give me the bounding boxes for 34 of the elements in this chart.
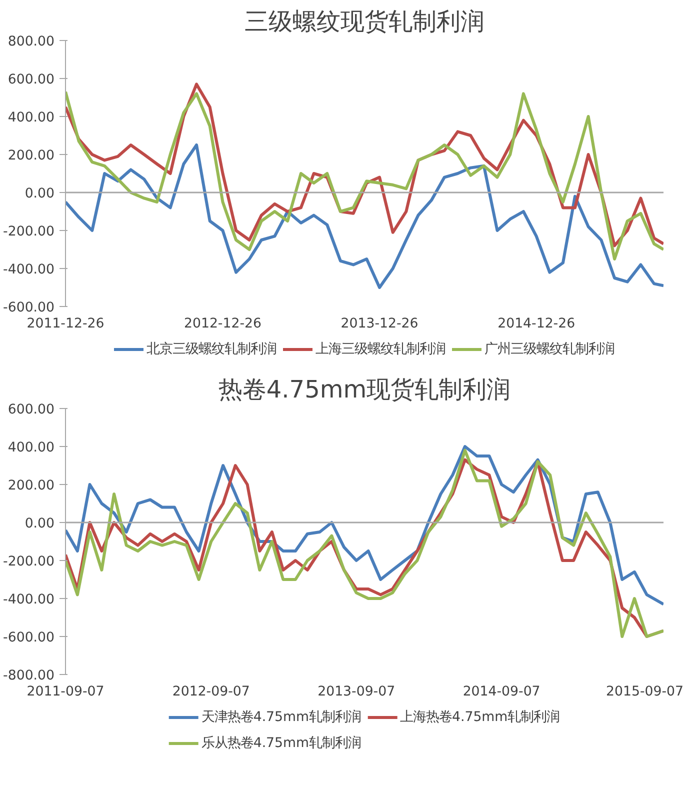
y-tick-label: 600.00 <box>8 72 55 88</box>
legend-label: 上海热卷4.75mm轧制利润 <box>400 708 560 726</box>
legend-label: 广州三级螺纹轧制利润 <box>484 340 614 358</box>
x-tick-label: 2013-12-26 <box>340 316 418 332</box>
legend-label: 北京三级螺纹轧制利润 <box>146 340 276 358</box>
legend-label: 乐从热卷4.75mm轧制利润 <box>201 734 361 752</box>
chart-title: 热卷4.75mm现货轧制利润 <box>218 376 511 404</box>
chart-title: 三级螺纹现货轧制利润 <box>244 8 484 36</box>
x-tick-label: 2015-09-07 <box>606 684 683 700</box>
y-tick-label: -200.00 <box>3 554 55 570</box>
legend-label: 天津热卷4.75mm轧制利润 <box>201 708 361 726</box>
y-tick-label: -800.00 <box>3 668 55 684</box>
y-tick-label: -400.00 <box>3 262 55 278</box>
y-tick-label: 600.00 <box>8 402 55 418</box>
x-tick-label: 2012-12-26 <box>184 316 262 332</box>
y-tick-label: 200.00 <box>8 148 55 164</box>
y-tick-label: 0.00 <box>24 186 55 202</box>
y-tick-label: 800.00 <box>8 34 55 50</box>
line-series <box>66 144 664 289</box>
y-tick-label: -200.00 <box>3 224 55 240</box>
x-tick-label: 2014-12-26 <box>498 316 576 332</box>
y-tick-label: 400.00 <box>8 440 55 456</box>
x-tick-label: 2011-09-07 <box>26 684 104 700</box>
y-tick-label: -600.00 <box>3 300 55 316</box>
y-tick-label: 200.00 <box>8 478 55 494</box>
y-tick-label: -600.00 <box>3 630 55 646</box>
y-tick-label: 400.00 <box>8 110 55 126</box>
x-tick-label: 2014-09-07 <box>462 684 540 700</box>
y-tick-label: 0.00 <box>24 516 55 532</box>
x-tick-label: 2013-09-07 <box>318 684 396 700</box>
x-tick-label: 2012-09-07 <box>172 684 250 700</box>
x-tick-label: 2011-12-26 <box>26 316 104 332</box>
y-tick-label: -400.00 <box>3 592 55 608</box>
legend-label: 上海三级螺纹轧制利润 <box>316 340 446 358</box>
